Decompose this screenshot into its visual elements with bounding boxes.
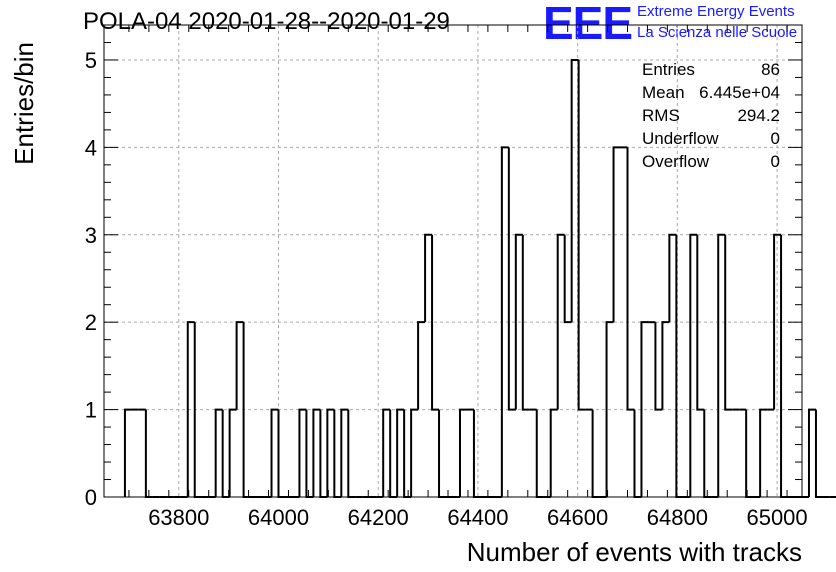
histogram-bin [807, 408, 816, 497]
stat-value: 6.445e+04 [699, 83, 780, 102]
x-tick-label: 64600 [547, 505, 608, 530]
y-axis-label: Entries/bin [9, 42, 39, 165]
histogram-bin [514, 233, 523, 410]
histogram-bin [633, 409, 642, 498]
stat-value: 0 [770, 152, 780, 171]
x-tick-label: 63800 [148, 505, 209, 530]
stat-label: RMS [642, 106, 680, 125]
histogram-bin [403, 409, 412, 498]
histogram-bin [396, 408, 405, 497]
histogram-bin [221, 409, 230, 498]
histogram-bin [333, 409, 342, 498]
stat-value: 294.2 [737, 106, 780, 125]
histogram-bin [612, 146, 621, 323]
histogram-bin [773, 233, 782, 410]
histogram-bin [438, 409, 447, 498]
histogram-bin [382, 408, 391, 497]
x-tick-label: 64200 [348, 505, 409, 530]
stat-row-entries: Entries 86 [642, 60, 780, 83]
histogram-bin [472, 409, 481, 498]
histogram-bin [591, 409, 600, 498]
stat-row-mean: Mean 6.445e+04 [642, 83, 780, 106]
histogram-bin [144, 409, 153, 498]
histogram-bin [298, 408, 307, 497]
histogram-bin [661, 321, 670, 410]
histogram-bin [305, 409, 314, 498]
histogram-bin [235, 321, 244, 410]
histogram-bin [389, 409, 398, 498]
histogram-bin [689, 233, 698, 497]
histogram-bin [654, 322, 663, 411]
histogram-bin [814, 409, 823, 498]
histogram-bin [675, 234, 684, 498]
histogram-bin [535, 409, 544, 498]
histogram-bin [717, 233, 726, 497]
x-axis-label: Number of events with tracks [467, 537, 802, 567]
histogram-bin [745, 409, 754, 498]
y-tick-label: 5 [85, 48, 97, 73]
x-tick-label: 65000 [746, 505, 807, 530]
histogram-bin [312, 408, 321, 497]
stat-row-overflow: Overflow 0 [642, 152, 780, 175]
logo-caption-line-1: Extreme Energy Events [637, 3, 795, 20]
histogram-bin [668, 233, 677, 323]
histogram-bin [186, 321, 195, 497]
histogram-bin [563, 234, 572, 324]
stat-row-rms: RMS 294.2 [642, 106, 780, 129]
histogram-bin [570, 58, 579, 323]
histogram-bin [326, 408, 335, 497]
stat-value: 86 [761, 60, 780, 79]
y-tick-label: 2 [85, 310, 97, 335]
eee-logo: EEE [543, 0, 633, 49]
histogram-bin [340, 408, 349, 497]
y-tick-label: 0 [85, 485, 97, 510]
histogram-bin [626, 147, 635, 411]
chart-title: POLA-04 2020-01-28--2020-01-29 [83, 8, 450, 35]
histogram-bin [319, 409, 328, 498]
histogram-bin [780, 234, 789, 498]
histogram-bin [507, 147, 516, 411]
histogram-bin [703, 409, 712, 498]
logo-caption-line-2: La Scienza nelle Scuole [637, 24, 798, 41]
histogram-bin [724, 234, 733, 411]
x-tick-label: 64000 [248, 505, 309, 530]
histogram-bin [431, 234, 440, 411]
histogram-bin [549, 408, 558, 497]
histogram-bin [242, 322, 251, 498]
histogram-bin [214, 408, 223, 497]
histogram-bin [759, 408, 768, 497]
histogram-bin [424, 233, 433, 323]
histogram-bin [277, 409, 286, 498]
x-tick-label: 64800 [647, 505, 708, 530]
y-tick-label: 1 [85, 398, 97, 423]
histogram-bin [605, 321, 614, 497]
stat-label: Overflow [642, 152, 710, 171]
stat-value: 0 [770, 129, 780, 148]
histogram-bin [228, 408, 237, 497]
y-tick-label: 3 [85, 223, 97, 248]
histogram-bin [417, 321, 426, 410]
x-tick-label: 64400 [447, 505, 508, 530]
histogram-bin [556, 233, 565, 410]
stat-label: Underflow [642, 129, 719, 148]
histogram-bin [410, 408, 419, 497]
y-tick-label: 4 [85, 135, 97, 160]
stat-label: Mean [642, 83, 685, 102]
histogram-bin [347, 409, 356, 498]
histogram-bin [521, 234, 530, 411]
histogram-bin [640, 321, 649, 497]
histogram-bin [270, 408, 279, 497]
histogram-bin [696, 234, 705, 411]
stat-row-underflow: Underflow 0 [642, 129, 780, 152]
stat-label: Entries [642, 60, 695, 79]
histogram-bin [123, 408, 132, 497]
histogram-bin [500, 146, 509, 497]
histogram-bin [193, 322, 202, 498]
histogram-bin [577, 59, 586, 411]
stats-box: Entries 86 Mean 6.445e+04 RMS 294.2 Unde… [642, 60, 780, 175]
histogram-bin [458, 408, 467, 497]
